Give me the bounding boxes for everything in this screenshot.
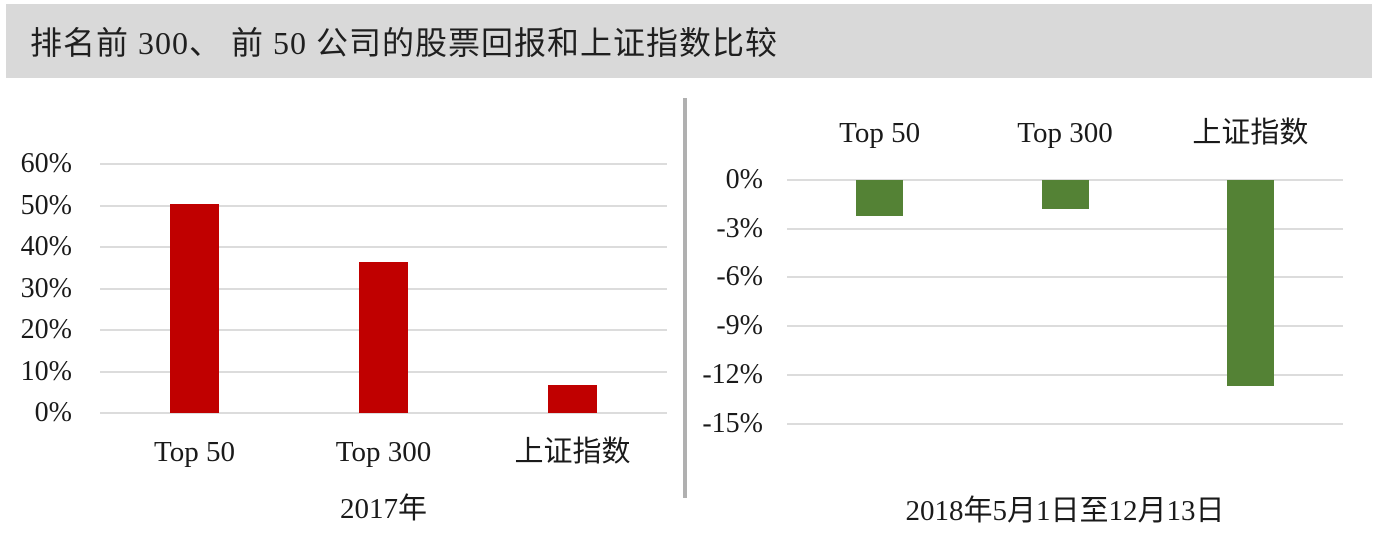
gridline xyxy=(787,325,1343,328)
chart-2018-axis-title: 2018年5月1日至12月13日 xyxy=(905,495,1225,527)
y-axis-tick-label: 40% xyxy=(20,231,72,262)
charts-divider xyxy=(683,98,687,498)
category-label: 上证指数 xyxy=(1192,117,1309,149)
gridline xyxy=(100,163,667,165)
category-label: Top 50 xyxy=(154,436,235,468)
y-axis-tick-label: 0% xyxy=(725,164,763,195)
y-axis-tick-label: 20% xyxy=(20,314,72,345)
gridline xyxy=(100,287,667,290)
gridline xyxy=(100,204,667,207)
category-label: Top 300 xyxy=(1017,117,1113,149)
y-axis-tick-label: -12% xyxy=(702,358,763,390)
gridline xyxy=(100,246,667,248)
chart-2017-axis-title: 2017年 xyxy=(339,493,427,525)
gridline xyxy=(100,412,667,414)
category-label: 上证指数 xyxy=(514,436,631,468)
gridline xyxy=(787,179,1343,181)
bar-top-300 xyxy=(359,261,408,413)
y-axis-tick-label: -15% xyxy=(702,407,763,439)
bar-上证指数 xyxy=(1226,180,1274,387)
y-axis-tick-label: 30% xyxy=(20,272,72,304)
gridline xyxy=(787,373,1343,376)
y-axis-tick-label: 0% xyxy=(34,397,72,428)
bar-上证指数 xyxy=(548,385,597,413)
gridline xyxy=(100,370,667,373)
figure-title: 排名前 300、 前 50 公司的股票回报和上证指数比较 xyxy=(30,25,779,61)
figure-title-bar: 排名前 300、 前 50 公司的股票回报和上证指数比较 xyxy=(6,4,1372,78)
category-label: Top 50 xyxy=(839,117,921,149)
bar-top-300 xyxy=(1041,180,1089,210)
category-label: Top 300 xyxy=(335,436,432,468)
bar-top-50 xyxy=(170,203,219,413)
gridline xyxy=(100,329,667,331)
y-axis-tick-label: 60% xyxy=(20,148,72,179)
gridline xyxy=(787,422,1343,425)
gridline xyxy=(787,227,1343,230)
gridline xyxy=(787,276,1343,279)
y-axis-tick-label: 50% xyxy=(20,189,72,221)
bar-top-50 xyxy=(856,180,904,216)
y-axis-tick-label: -9% xyxy=(716,310,763,342)
y-axis-tick-label: -3% xyxy=(716,212,763,244)
y-axis-tick-label: -6% xyxy=(716,261,763,293)
y-axis-tick-label: 10% xyxy=(20,355,72,387)
